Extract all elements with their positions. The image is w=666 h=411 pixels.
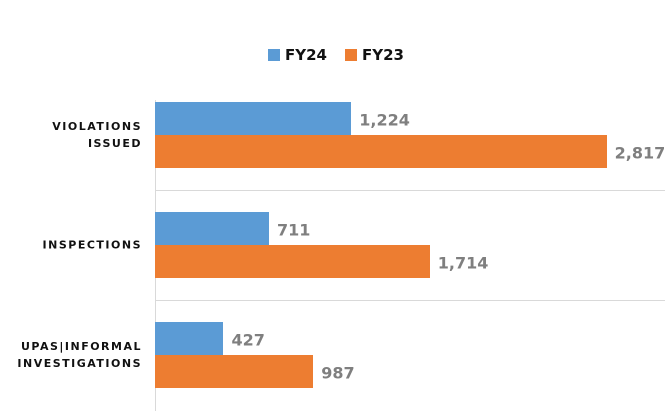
category-label: INSPECTIONS xyxy=(42,238,142,252)
value-label: 987 xyxy=(321,363,355,382)
value-label: 427 xyxy=(231,330,265,349)
separator xyxy=(155,300,665,301)
value-label: 711 xyxy=(276,220,311,239)
bar xyxy=(155,102,352,135)
bar xyxy=(155,355,314,388)
value-label: 2,817 xyxy=(614,143,666,162)
legend-swatch xyxy=(268,49,280,61)
value-label: 1,714 xyxy=(437,253,489,272)
value-label: 1,224 xyxy=(359,110,410,129)
separator xyxy=(155,190,665,191)
bar xyxy=(155,245,430,278)
legend-label: FY23 xyxy=(362,46,404,64)
bar xyxy=(155,212,269,245)
category-label: VIOLATIONS ISSUED xyxy=(52,120,142,150)
legend-swatch xyxy=(345,49,357,61)
legend-label: FY24 xyxy=(285,46,327,64)
bar xyxy=(155,322,224,355)
category-label: UPAS|INFORMAL INVESTIGATIONS xyxy=(17,340,142,370)
bar xyxy=(155,135,607,168)
